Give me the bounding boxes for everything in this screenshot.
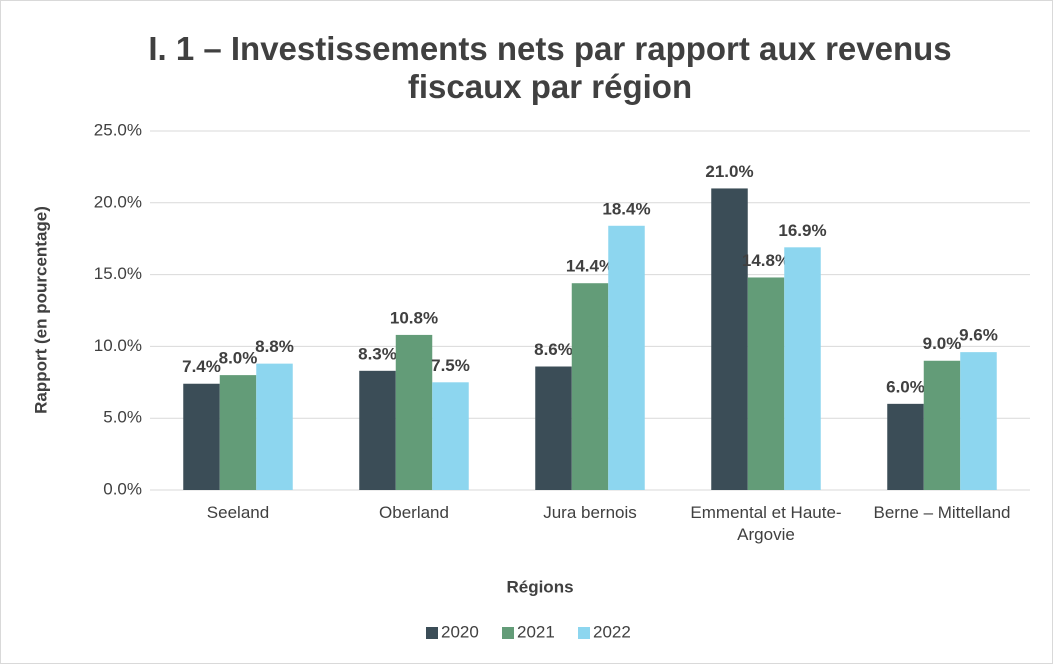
- value-label: 9.6%: [959, 326, 998, 345]
- y-tick-label: 5.0%: [103, 408, 142, 427]
- x-tick-label: Berne – Mittelland: [873, 503, 1011, 522]
- bar: [359, 370, 396, 490]
- value-label: 21.0%: [705, 162, 753, 181]
- legend-swatch: [502, 627, 514, 639]
- value-label: 6.0%: [886, 377, 925, 396]
- bar: [571, 283, 609, 490]
- value-label: 10.8%: [390, 308, 438, 327]
- legend-label: 2022: [593, 622, 631, 641]
- value-label: 7.5%: [431, 356, 470, 375]
- legend-label: 2020: [441, 622, 479, 641]
- bar: [219, 375, 257, 490]
- value-label: 14.4%: [566, 257, 614, 276]
- y-tick-label: 20.0%: [94, 192, 142, 211]
- x-axis-title: Régions: [506, 577, 573, 596]
- x-tick-label: Jura bernois: [543, 503, 637, 522]
- value-label: 16.9%: [778, 221, 826, 240]
- value-label: 8.3%: [358, 344, 397, 363]
- y-tick-label: 25.0%: [94, 120, 142, 139]
- value-label: 8.8%: [255, 337, 294, 356]
- bar: [183, 383, 220, 490]
- value-label: 14.8%: [742, 251, 790, 270]
- value-label: 9.0%: [923, 334, 962, 353]
- y-axis-title: Rapport (en pourcentage): [31, 206, 50, 414]
- y-tick-label: 0.0%: [103, 479, 142, 498]
- chart-title: I. 1 – Investissements nets par rapport …: [148, 30, 952, 105]
- y-tick-label: 15.0%: [94, 264, 142, 283]
- x-tick-label: Oberland: [379, 503, 449, 522]
- value-label: 18.4%: [602, 199, 650, 218]
- bar: [747, 277, 785, 490]
- bar: [923, 360, 961, 490]
- bar: [395, 334, 433, 490]
- legend-label: 2021: [517, 622, 555, 641]
- bar: [960, 352, 997, 490]
- bar: [256, 363, 293, 490]
- bar: [887, 403, 924, 490]
- x-tick-label: Emmental et Haute-Argovie: [690, 503, 842, 544]
- bar: [711, 188, 748, 490]
- bar: [784, 247, 821, 490]
- bar: [432, 382, 469, 490]
- bar: [608, 225, 645, 490]
- value-label: 8.6%: [534, 340, 573, 359]
- bar: [535, 366, 572, 490]
- x-tick-label: Seeland: [206, 503, 270, 522]
- legend-swatch: [578, 627, 590, 639]
- value-label: 7.4%: [182, 357, 221, 376]
- legend-swatch: [426, 627, 438, 639]
- value-label: 8.0%: [219, 349, 258, 368]
- y-tick-label: 10.0%: [94, 336, 142, 355]
